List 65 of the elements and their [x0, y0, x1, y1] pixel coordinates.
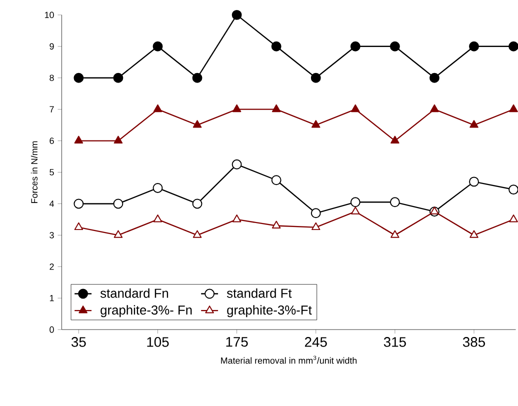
- point: [192, 72, 202, 83]
- y-tick-label: 6: [50, 138, 54, 144]
- y-axis-title: Forces in N/mm: [30, 141, 38, 203]
- y-tick-label: 3: [50, 232, 54, 238]
- point: [232, 104, 242, 112]
- point: [74, 72, 84, 83]
- point: [192, 198, 202, 209]
- point: [113, 198, 124, 209]
- y-tick-label: 0: [50, 326, 54, 333]
- point: [310, 208, 321, 218]
- point: [232, 10, 242, 20]
- legend-label: standard Ft: [226, 288, 292, 298]
- point: [351, 206, 360, 214]
- point: [351, 104, 360, 112]
- point: [153, 104, 162, 112]
- point: [192, 230, 202, 238]
- point: [113, 72, 124, 83]
- y-tick-label: 8: [50, 74, 54, 81]
- point: [114, 136, 123, 144]
- point: [469, 176, 479, 187]
- point: [152, 41, 163, 52]
- point: [390, 197, 400, 208]
- point: [153, 214, 162, 222]
- x-tick-label: 245: [304, 336, 327, 347]
- point: [429, 72, 440, 83]
- point: [430, 104, 439, 112]
- point: [469, 41, 479, 52]
- point: [114, 230, 123, 238]
- point: [470, 230, 478, 238]
- y-tick-label: 4: [49, 200, 54, 207]
- y-tick-label: 1: [50, 294, 54, 302]
- point: [272, 220, 281, 228]
- point: [192, 120, 202, 128]
- point: [271, 175, 282, 185]
- point: [390, 230, 400, 238]
- point: [311, 120, 320, 128]
- y-tick-label: 2: [50, 263, 54, 270]
- legend-label: graphite-3%- Fn: [100, 305, 192, 318]
- point: [272, 104, 281, 112]
- legend-label: graphite-3%-Ft: [227, 305, 312, 318]
- point: [232, 159, 242, 170]
- x-axis-title: Material removal in mm$^{3}$/unit width: [221, 356, 357, 364]
- y-tick-label: 9: [50, 43, 54, 50]
- legend-label: standard Fn: [100, 288, 168, 298]
- point: [350, 197, 360, 208]
- point: [74, 136, 84, 144]
- point: [152, 182, 163, 193]
- y-tick-label: 10: [45, 12, 54, 18]
- x-tick-label: 105: [147, 336, 169, 347]
- point: [232, 214, 242, 222]
- point: [390, 41, 400, 52]
- x-tick-label: 385: [462, 336, 485, 347]
- point: [390, 136, 400, 144]
- point: [74, 222, 84, 230]
- x-tick-label: 175: [226, 336, 248, 347]
- x-tick-label: 315: [384, 336, 406, 347]
- point: [310, 72, 321, 83]
- point: [350, 41, 360, 52]
- y-tick-label: 7: [50, 106, 54, 112]
- y-tick-label: 5: [50, 169, 54, 176]
- point: [311, 222, 320, 230]
- x-tick-label: 35: [71, 336, 86, 347]
- point: [74, 198, 84, 209]
- point: [271, 41, 282, 52]
- point: [470, 120, 478, 128]
